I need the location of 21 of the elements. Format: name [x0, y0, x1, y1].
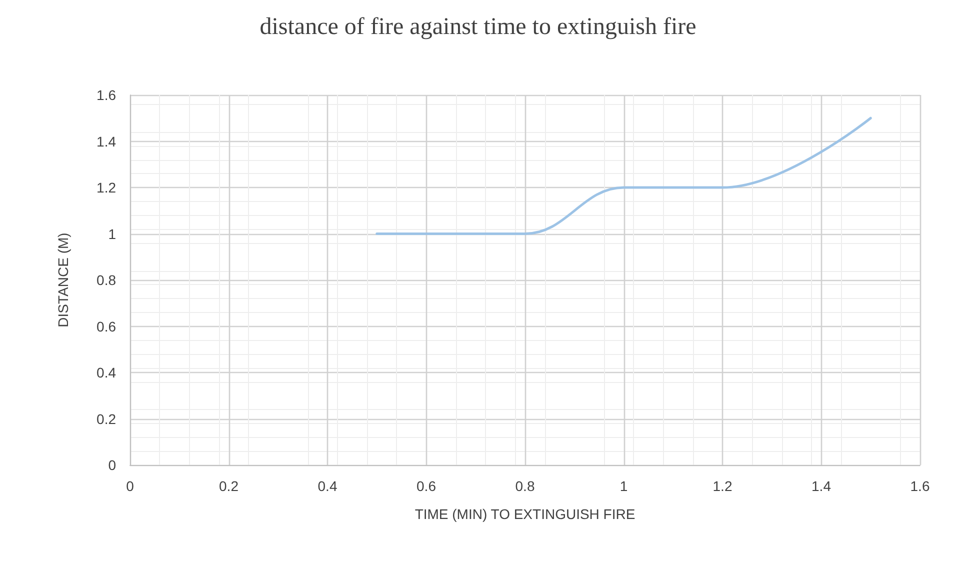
y-tick-label: 1.2	[96, 180, 116, 196]
x-tick-label: 0	[126, 478, 134, 494]
y-tick-label: 1	[108, 226, 116, 242]
y-tick-label: 0.4	[96, 364, 116, 380]
x-tick-label: 1.6	[910, 478, 930, 494]
x-tick-label: 1	[620, 478, 628, 494]
x-tick-label: 1.4	[812, 478, 832, 494]
y-tick-label: 1.6	[96, 87, 116, 103]
x-tick-label: 0.8	[515, 478, 535, 494]
y-tick-label: 0.6	[96, 318, 116, 334]
chart-title: distance of fire against time to extinguish fire	[260, 14, 696, 40]
y-axis-title: DISTANCE (M)	[55, 232, 71, 328]
x-tick-label: 0.6	[416, 478, 436, 494]
x-tick-label: 0.2	[219, 478, 239, 494]
x-axis-title: TIME (MIN) TO EXTINGUISH FIRE	[414, 506, 636, 522]
x-tick-label: 1.2	[712, 478, 732, 494]
y-tick-label: 0	[108, 457, 116, 473]
y-tick-label: 0.8	[96, 272, 116, 288]
x-tick-label: 0.4	[318, 478, 338, 494]
y-tick-label: 0.2	[96, 410, 116, 427]
y-tick-label: 1.4	[96, 133, 116, 150]
